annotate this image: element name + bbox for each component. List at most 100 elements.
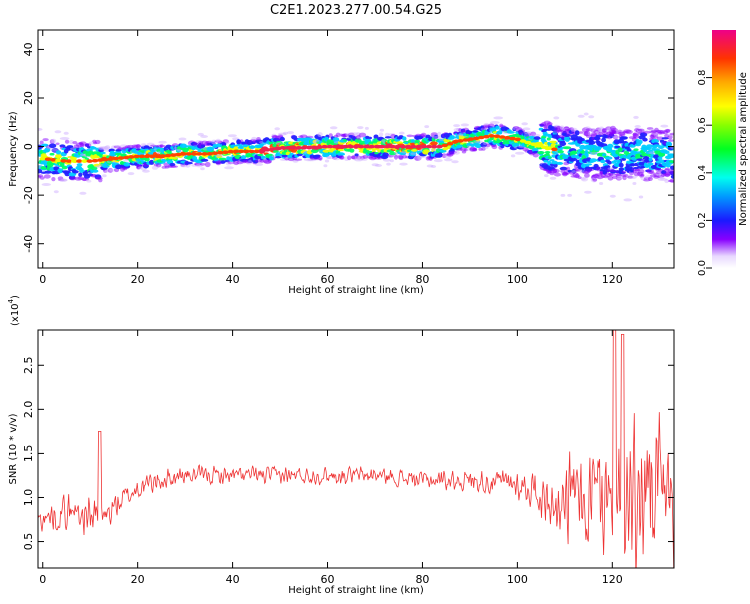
spectrogram-cell: [296, 153, 303, 157]
spectrogram-ridge-cell: [499, 135, 506, 139]
spectrogram-cell: [151, 165, 159, 170]
spectrogram-cell: [92, 169, 99, 173]
spectrogram-cell: [624, 146, 631, 150]
spectrogram-ridge-cell: [394, 144, 401, 149]
spectrogram-cell: [347, 155, 352, 161]
spectrogram-cell: [670, 174, 674, 179]
spectrogram-cell: [337, 152, 345, 156]
snr-y-tick-label: 2.0: [22, 401, 35, 419]
spectrogram-halo: [628, 176, 637, 179]
spectrogram-cell: [332, 137, 340, 143]
spectrogram-cell: [603, 165, 610, 169]
spectrogram-ridge-cell: [211, 151, 219, 155]
spectrogram-cell: [237, 146, 246, 149]
snr-y-axis: 0.5 1.0 1.5 2.0 2.5: [22, 357, 674, 550]
spectrogram-cell: [44, 170, 52, 174]
spectrogram-cell: [508, 144, 513, 147]
spectrogram-halo: [379, 128, 385, 132]
spectrogram-cell: [60, 161, 65, 167]
spectrogram-halo: [444, 158, 453, 162]
spectrogram-cell: [613, 159, 618, 163]
spectrogram-cell: [275, 156, 282, 159]
snr-scale-prefix: (x10: [10, 303, 21, 326]
spectrogram-cell: [600, 159, 606, 164]
spectrogram-cell: [185, 161, 193, 165]
spectrogram-ridge-cell: [478, 135, 485, 140]
spectrogram-marks: [38, 112, 674, 202]
spectrogram-ridge-cell: [483, 134, 490, 139]
spectrogram-ridge-cell: [326, 144, 334, 149]
snr-x-tick-label: 0: [39, 573, 46, 586]
spectrogram-halo: [251, 136, 257, 140]
spectrogram-halo: [63, 131, 69, 135]
spectrogram-ridge-cell: [237, 149, 245, 154]
spectrogram-halo: [389, 159, 394, 163]
spectrogram-cell: [431, 147, 436, 153]
snr-frame: [37, 329, 675, 569]
spectrogram-cell: [338, 155, 344, 160]
spectrogram-x-label: Height of straight line (km): [288, 285, 424, 296]
spectrogram-cell: [665, 163, 671, 168]
spectrogram-halo: [277, 132, 287, 136]
snr-x-tick-label: 60: [321, 573, 335, 586]
spectrogram-cell: [335, 132, 341, 138]
spectrogram-cell: [90, 166, 98, 171]
spectrogram-cell: [607, 172, 616, 176]
spectrogram-cell: [337, 148, 345, 152]
spectrogram-cell: [423, 149, 430, 153]
spectrogram-ridge-cell: [164, 153, 172, 158]
spectrogram-y-tick-label: 20: [22, 91, 35, 105]
spectrogram-ridge-cell: [191, 152, 198, 156]
spectrogram-ridge-cell: [258, 148, 266, 153]
spectrogram-halo: [53, 190, 59, 194]
colorbar-tick-label: 0.2: [697, 212, 708, 228]
spectrogram-cell: [371, 147, 380, 151]
spectrogram-cell: [144, 157, 150, 162]
spectrogram-ridge-cell: [378, 144, 386, 149]
spectrogram-ridge-cell: [117, 156, 125, 160]
spectrogram-halo: [54, 130, 62, 134]
spectrogram-cell: [241, 155, 246, 160]
spectrogram-cell: [200, 158, 209, 162]
spectrogram-ridge-cell: [274, 146, 281, 150]
spectrogram-cell: [670, 165, 674, 170]
spectrogram-cell: [249, 145, 256, 149]
spectrogram-halo: [424, 125, 430, 129]
spectrogram-ridge-cell: [128, 155, 135, 159]
spectrogram-cell: [544, 151, 551, 154]
spectrogram-cell: [651, 138, 659, 144]
spectrogram-cell: [63, 170, 71, 175]
spectrogram-ridge-cell: [295, 146, 302, 150]
colorbar-axis: 0.0 0.2 0.4 0.6 0.8: [697, 70, 712, 276]
spectrogram-cell: [481, 147, 486, 151]
spectrogram-cell: [362, 154, 368, 159]
snr-x-tick-label: 80: [415, 573, 429, 586]
colorbar: 0.0 0.2 0.4 0.6 0.8 Normalized spectral ampl…: [697, 30, 749, 276]
spectrogram-halo: [451, 160, 459, 164]
spectrogram-cell: [653, 144, 661, 147]
spectrogram-halo: [224, 166, 234, 170]
spectrogram-cell: [547, 122, 553, 126]
spectrogram-ridge-cell: [264, 148, 271, 152]
spectrogram-cell: [589, 158, 597, 163]
spectrogram-cell: [584, 173, 590, 178]
spectrogram-cell: [627, 175, 633, 179]
spectrogram-cell: [593, 163, 599, 168]
spectrogram-halo: [399, 162, 408, 166]
spectrogram-cell: [589, 140, 596, 145]
spectrogram-halo: [383, 158, 391, 162]
spectrogram-cell: [630, 163, 635, 167]
spectrogram-halo: [623, 198, 632, 202]
spectrogram-ridge-cell: [405, 144, 412, 149]
colorbar-tick-label: 0.6: [697, 117, 708, 133]
spectrogram-cell: [380, 154, 389, 159]
spectrogram-cell: [204, 161, 211, 168]
spectrogram-cell: [649, 171, 655, 175]
spectrogram-cell: [648, 162, 654, 166]
spectrogram-halo: [178, 137, 187, 141]
spectrogram-ridge-cell: [373, 144, 381, 149]
spectrogram-cell: [87, 146, 92, 149]
spectrogram-ridge-cell: [488, 134, 495, 138]
spectrogram-ridge-cell: [352, 144, 360, 149]
